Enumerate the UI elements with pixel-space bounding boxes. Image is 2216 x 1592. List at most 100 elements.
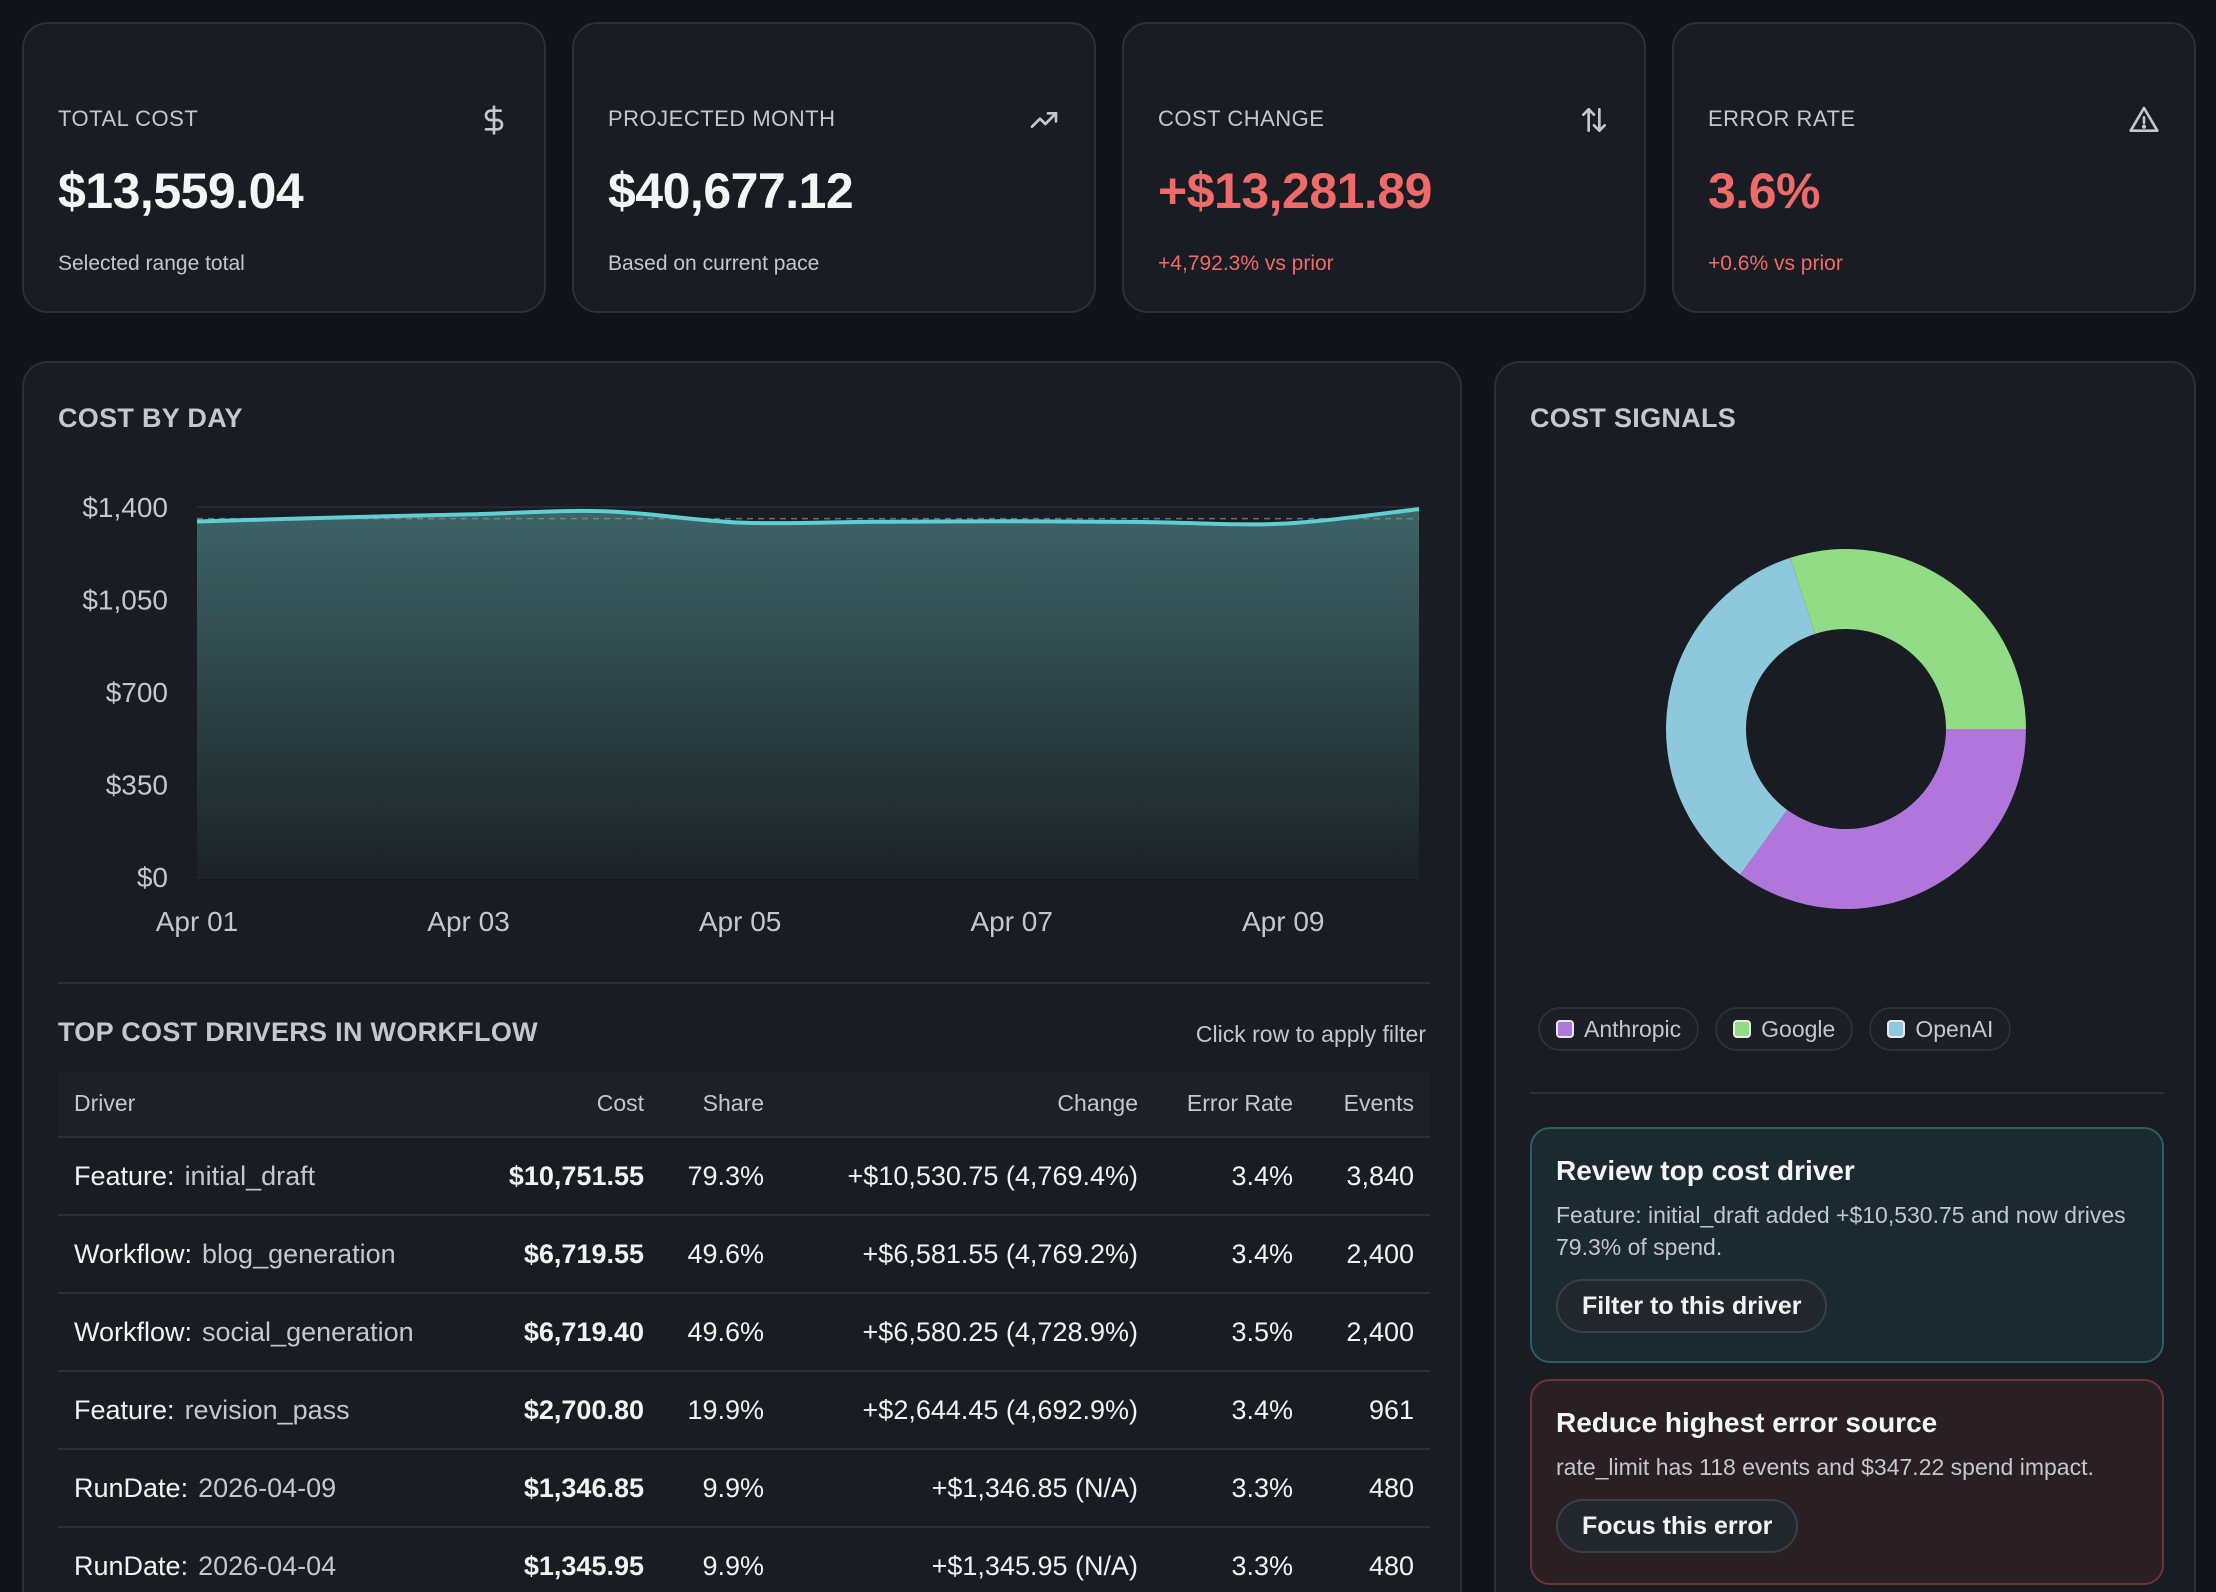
events-cell: 480 bbox=[1309, 1449, 1430, 1528]
filter-driver-button[interactable]: Filter to this driver bbox=[1556, 1279, 1828, 1333]
legend-item-anthropic[interactable]: Anthropic bbox=[1538, 1007, 1700, 1051]
y-tick-label: $1,050 bbox=[82, 585, 168, 616]
share-cell: 49.6% bbox=[660, 1215, 780, 1294]
x-tick-label: Apr 03 bbox=[427, 906, 510, 937]
donut-slice-google bbox=[1790, 549, 2026, 729]
driver-cell: Feature: revision_pass bbox=[58, 1371, 488, 1450]
table-row[interactable]: Feature: initial_draft $10,751.55 79.3% +… bbox=[58, 1137, 1430, 1216]
driver-cell: Workflow: blog_generation bbox=[58, 1215, 488, 1294]
driver-type: Feature: bbox=[74, 1160, 175, 1191]
signal-title: Reduce highest error source bbox=[1556, 1407, 1938, 1438]
cost-cell: $6,719.55 bbox=[488, 1215, 660, 1294]
dollar-icon bbox=[484, 105, 504, 135]
legend-swatch bbox=[1733, 1020, 1752, 1038]
divider bbox=[1530, 1092, 2164, 1094]
cost-cell: $10,751.55 bbox=[488, 1137, 660, 1216]
divider bbox=[58, 982, 1430, 984]
donut-slice-anthropic bbox=[1740, 729, 2026, 909]
cost-signals-card: COST SIGNALS Anthropic Google OpenAI Rev… bbox=[1494, 361, 2196, 1592]
share-cell: 19.9% bbox=[660, 1371, 780, 1450]
column-header-cost[interactable]: Cost bbox=[488, 1071, 660, 1138]
share-cell: 9.9% bbox=[660, 1527, 780, 1592]
legend-item-google[interactable]: Google bbox=[1715, 1007, 1854, 1051]
column-header-error-rate[interactable]: Error Rate bbox=[1154, 1071, 1309, 1138]
provider-legend: Anthropic Google OpenAI bbox=[1538, 1007, 2012, 1051]
cost-line bbox=[196, 507, 1420, 527]
change-cell: +$1,346.85 (N/A) bbox=[780, 1449, 1154, 1528]
kpi-value: +$13,281.89 bbox=[1158, 163, 1432, 219]
kpi-error-rate: ERROR RATE 3.6% +0.6% vs prior bbox=[1672, 22, 2196, 313]
drivers-title: TOP COST DRIVERS IN WORKFLOW bbox=[58, 1017, 538, 1047]
error-rate-cell: 3.5% bbox=[1154, 1293, 1309, 1372]
focus-error-button[interactable]: Focus this error bbox=[1556, 1499, 1799, 1553]
warning-icon bbox=[2129, 106, 2159, 132]
signal-error-source: Reduce highest error source rate_limit h… bbox=[1530, 1379, 2164, 1585]
error-rate-cell: 3.3% bbox=[1154, 1449, 1309, 1528]
share-cell: 79.3% bbox=[660, 1137, 780, 1216]
legend-label: OpenAI bbox=[1915, 1015, 1994, 1042]
drivers-table: Driver Cost Share Change Error Rate Even… bbox=[58, 1071, 1430, 1592]
y-tick-label: $1,400 bbox=[82, 492, 168, 523]
kpi-subtext: Based on current pace bbox=[608, 252, 820, 275]
cost-cell: $1,345.95 bbox=[488, 1527, 660, 1592]
driver-cell: Feature: initial_draft bbox=[58, 1137, 488, 1216]
driver-name: initial_draft bbox=[184, 1160, 316, 1191]
change-cell: +$1,345.95 (N/A) bbox=[780, 1527, 1154, 1592]
table-row[interactable]: Feature: revision_pass $2,700.80 19.9% +$… bbox=[58, 1371, 1430, 1450]
driver-type: Workflow: bbox=[74, 1238, 193, 1269]
x-tick-label: Apr 05 bbox=[699, 906, 782, 937]
kpi-subtext: Selected range total bbox=[58, 252, 245, 275]
donut-slice-openai bbox=[1666, 557, 1816, 875]
legend-swatch bbox=[1887, 1020, 1906, 1038]
change-cell: +$2,644.45 (4,692.9%) bbox=[780, 1371, 1154, 1450]
driver-type: Workflow: bbox=[74, 1316, 193, 1347]
events-cell: 480 bbox=[1309, 1527, 1430, 1592]
kpi-value: 3.6% bbox=[1708, 163, 1820, 219]
signal-body: Feature: initial_draft added +$10,530.75… bbox=[1556, 1202, 2126, 1260]
events-cell: 2,400 bbox=[1309, 1293, 1430, 1372]
driver-name: blog_generation bbox=[202, 1238, 396, 1269]
error-rate-cell: 3.4% bbox=[1154, 1215, 1309, 1294]
error-rate-cell: 3.3% bbox=[1154, 1527, 1309, 1592]
table-row[interactable]: Workflow: social_generation $6,719.40 49.… bbox=[58, 1293, 1430, 1372]
kpi-label: TOTAL COST bbox=[58, 106, 199, 131]
driver-cell: RunDate: 2026-04-09 bbox=[58, 1449, 488, 1528]
kpi-subtext: +4,792.3% vs prior bbox=[1158, 252, 1334, 275]
legend-label: Anthropic bbox=[1584, 1015, 1682, 1042]
x-tick-label: Apr 01 bbox=[156, 906, 239, 937]
cost-by-day-chart: $0 $350 $700 $1,050 $1,400 Apr 01 Apr 03 Apr 05… bbox=[82, 492, 1420, 937]
driver-name: 2026-04-04 bbox=[198, 1550, 337, 1581]
cost-cell: $6,719.40 bbox=[488, 1293, 660, 1372]
cost-area bbox=[197, 509, 1419, 877]
driver-cell: RunDate: 2026-04-04 bbox=[58, 1527, 488, 1592]
share-cell: 9.9% bbox=[660, 1449, 780, 1528]
column-header-driver[interactable]: Driver bbox=[58, 1071, 488, 1138]
y-tick-label: $0 bbox=[137, 862, 168, 893]
driver-type: Feature: bbox=[74, 1394, 175, 1425]
kpi-value: $13,559.04 bbox=[58, 163, 304, 219]
share-cell: 49.6% bbox=[660, 1293, 780, 1372]
driver-type: RunDate: bbox=[74, 1550, 189, 1581]
provider-donut-chart bbox=[1666, 549, 2026, 909]
change-cell: +$6,581.55 (4,769.2%) bbox=[780, 1215, 1154, 1294]
driver-name: revision_pass bbox=[184, 1394, 350, 1425]
signal-title: Review top cost driver bbox=[1556, 1155, 1855, 1186]
signals-title: COST SIGNALS bbox=[1530, 403, 1737, 433]
column-header-share[interactable]: Share bbox=[660, 1071, 780, 1138]
table-header-row: Driver Cost Share Change Error Rate Even… bbox=[58, 1071, 1430, 1138]
y-tick-label: $700 bbox=[106, 677, 168, 708]
legend-swatch bbox=[1556, 1020, 1574, 1038]
driver-type: RunDate: bbox=[74, 1472, 189, 1503]
kpi-cost-change: COST CHANGE +$13,281.89 +4,792.3% vs pri… bbox=[1122, 22, 1646, 313]
events-cell: 2,400 bbox=[1309, 1215, 1430, 1294]
x-tick-label: Apr 07 bbox=[970, 906, 1053, 937]
table-row[interactable]: RunDate: 2026-04-04 $1,345.95 9.9% +$1,34… bbox=[58, 1527, 1430, 1592]
column-header-events[interactable]: Events bbox=[1309, 1071, 1430, 1138]
table-row[interactable]: RunDate: 2026-04-09 $1,346.85 9.9% +$1,34… bbox=[58, 1449, 1430, 1528]
column-header-change[interactable]: Change bbox=[780, 1071, 1154, 1138]
kpi-label: PROJECTED MONTH bbox=[608, 106, 836, 131]
legend-item-openai[interactable]: OpenAI bbox=[1869, 1007, 2012, 1051]
table-row[interactable]: Workflow: blog_generation $6,719.55 49.6%… bbox=[58, 1215, 1430, 1294]
kpi-label: ERROR RATE bbox=[1708, 106, 1856, 131]
kpi-value: $40,677.12 bbox=[608, 163, 854, 219]
